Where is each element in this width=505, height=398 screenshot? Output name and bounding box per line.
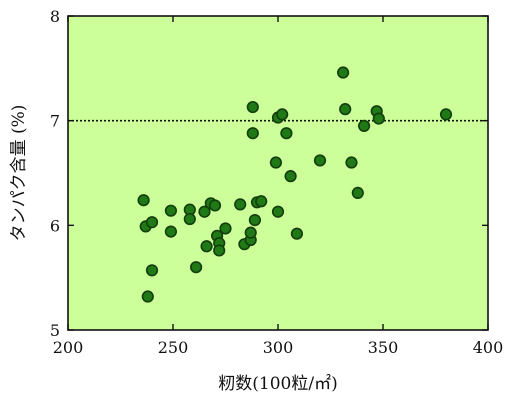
data-point-16 — [213, 244, 226, 257]
data-point-31 — [280, 127, 293, 140]
plot-frame — [67, 15, 489, 331]
data-point-35 — [337, 66, 350, 79]
data-point-42 — [439, 108, 453, 121]
y-axis-title: タンパク含量 (%) — [9, 105, 29, 242]
data-point-5 — [164, 204, 177, 217]
data-points — [137, 66, 453, 303]
data-point-36 — [339, 103, 352, 116]
data-point-9 — [190, 261, 203, 274]
data-point-32 — [284, 170, 297, 183]
data-point-34 — [313, 154, 327, 167]
y-tick-label: 6 — [50, 216, 60, 235]
plot-area — [68, 16, 488, 330]
data-point-6 — [164, 225, 177, 238]
y-tick-label: 7 — [50, 112, 60, 131]
data-point-8 — [183, 212, 196, 226]
data-point-0 — [137, 194, 150, 207]
x-tick-label: 400 — [473, 338, 504, 357]
x-tick-label: 250 — [158, 338, 189, 357]
data-point-38 — [351, 186, 364, 199]
data-point-41 — [372, 112, 385, 125]
y-tick-label: 5 — [50, 321, 60, 340]
data-point-21 — [244, 226, 257, 239]
data-point-17 — [219, 222, 232, 235]
data-point-33 — [290, 227, 304, 240]
data-point-24 — [248, 214, 261, 227]
data-point-30 — [276, 108, 289, 121]
data-point-4 — [145, 264, 159, 277]
data-point-10 — [198, 205, 211, 218]
data-point-29 — [271, 205, 285, 218]
x-tick-label: 300 — [263, 338, 294, 357]
x-tick-label: 200 — [53, 338, 84, 357]
data-point-13 — [208, 199, 222, 212]
x-axis-title: 籾数(100粒/㎡) — [218, 374, 337, 394]
y-tick-label: 8 — [50, 7, 60, 26]
data-point-39 — [358, 119, 371, 132]
data-point-11 — [200, 240, 213, 253]
data-point-37 — [345, 156, 358, 169]
data-point-26 — [255, 195, 268, 208]
data-point-2 — [141, 290, 154, 303]
x-tick-label: 350 — [368, 338, 399, 357]
data-point-18 — [234, 198, 247, 211]
data-point-27 — [269, 156, 283, 169]
data-point-3 — [145, 216, 159, 229]
data-point-22 — [246, 127, 259, 140]
data-point-23 — [246, 100, 259, 114]
